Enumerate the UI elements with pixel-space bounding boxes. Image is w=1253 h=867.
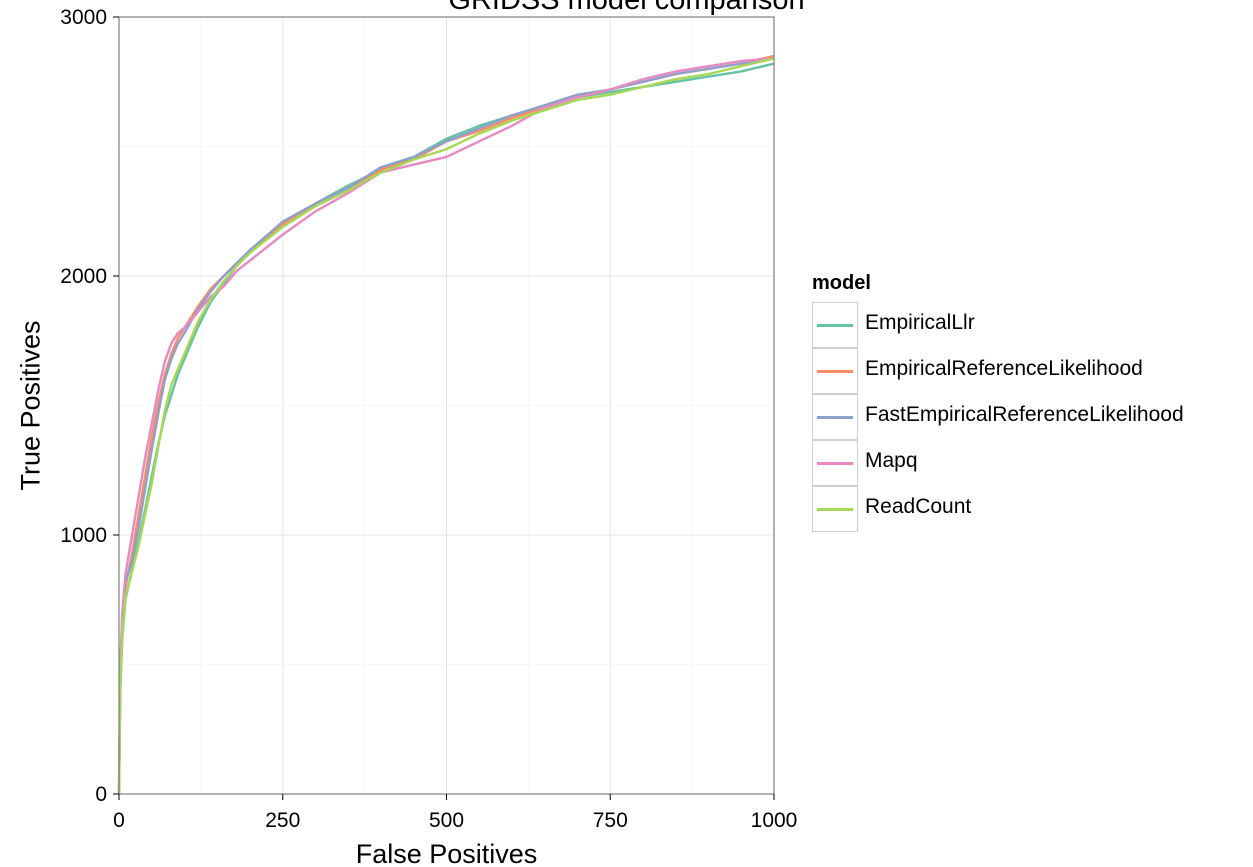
legend-label: EmpiricalLlr — [865, 311, 975, 334]
legend-key — [812, 302, 858, 348]
legend-label: FastEmpiricalReferenceLikelihood — [865, 403, 1184, 426]
legend-swatch — [817, 370, 853, 373]
y-tick-label: 2000 — [60, 265, 107, 288]
legend-key — [812, 348, 858, 394]
legend-label: EmpiricalReferenceLikelihood — [865, 357, 1143, 380]
y-tick-label: 0 — [95, 783, 107, 806]
series-line-mapq — [117, 57, 775, 795]
y-tick-label: 1000 — [60, 524, 107, 547]
legend-key — [812, 486, 858, 532]
y-tick-label: 3000 — [60, 6, 107, 29]
chart-title: GRIDSS model comparison — [448, 0, 805, 16]
legend-swatch — [817, 462, 853, 465]
legend-item-fast-empirical-reference-likelihood: FastEmpiricalReferenceLikelihood — [812, 394, 1184, 440]
legend-swatch — [817, 508, 853, 511]
axis-ticks — [113, 16, 775, 800]
legend-item-empirical-reference-likelihood: EmpiricalReferenceLikelihood — [812, 348, 1143, 394]
legend-swatch — [817, 416, 853, 419]
axis-tick-labels: 0 250 500 750 1000 0 1000 2000 3000 — [60, 6, 797, 832]
legend-key — [812, 394, 858, 440]
x-tick-label: 1000 — [751, 809, 798, 832]
legend-label: ReadCount — [865, 495, 972, 518]
legend-item-read-count: ReadCount — [812, 486, 971, 532]
x-axis-label: False Positives — [356, 839, 538, 867]
x-tick-label: 250 — [265, 809, 300, 832]
series-line-read-count — [117, 57, 775, 795]
x-tick-label: 750 — [593, 809, 628, 832]
legend-label: Mapq — [865, 449, 918, 472]
legend: model EmpiricalLlr EmpiricalReferenceLike… — [812, 272, 1184, 532]
y-axis-label: True Positives — [15, 320, 45, 490]
series-lines — [117, 54, 775, 795]
legend-item-mapq: Mapq — [812, 440, 918, 486]
legend-key — [812, 440, 858, 486]
x-tick-label: 500 — [429, 809, 464, 832]
legend-swatch — [817, 324, 853, 327]
legend-title: model — [812, 272, 871, 294]
x-tick-label: 0 — [113, 809, 125, 832]
legend-item-empirical-llr: EmpiricalLlr — [812, 302, 975, 348]
series-line-fast-empirical-reference-likelihood — [117, 57, 775, 795]
